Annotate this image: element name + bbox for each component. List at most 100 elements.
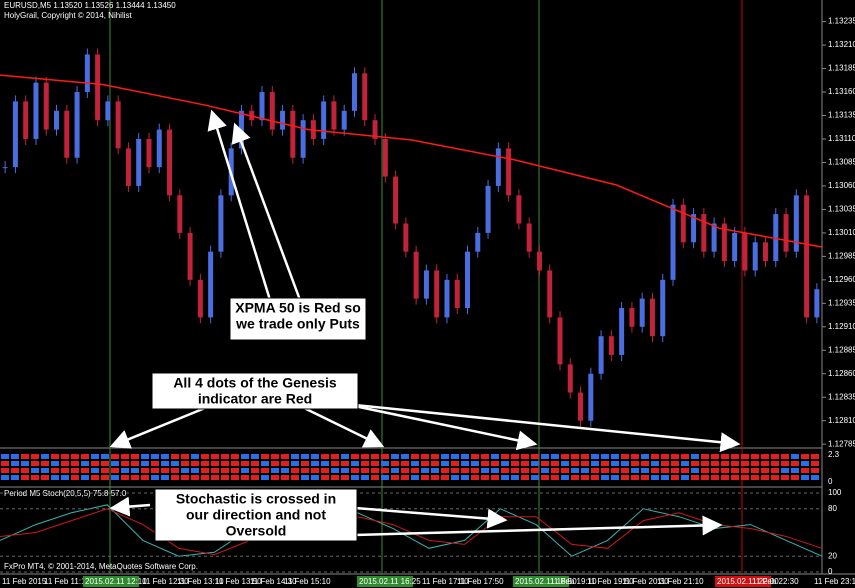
dot <box>811 475 819 480</box>
dot <box>471 461 479 466</box>
dot <box>11 468 19 473</box>
dot <box>681 475 689 480</box>
dot <box>571 454 579 459</box>
dot <box>101 475 109 480</box>
dot <box>601 461 609 466</box>
dot <box>61 475 69 480</box>
dot <box>421 475 429 480</box>
candle <box>608 336 614 355</box>
dot <box>521 468 529 473</box>
y-tick-label: 1.12985 <box>828 251 855 260</box>
dot <box>411 475 419 480</box>
candle <box>649 298 655 337</box>
dot <box>71 454 79 459</box>
candle <box>177 195 183 233</box>
dot <box>391 461 399 466</box>
candle <box>43 82 49 130</box>
dot <box>631 468 639 473</box>
dot <box>251 461 259 466</box>
candle <box>218 195 224 252</box>
candle <box>547 270 553 318</box>
dot <box>701 468 709 473</box>
dot <box>751 461 759 466</box>
dot <box>461 461 469 466</box>
candle <box>701 214 707 252</box>
dot <box>431 454 439 459</box>
dot <box>251 468 259 473</box>
dot <box>801 454 809 459</box>
annotation-box <box>154 488 358 542</box>
dot <box>481 475 489 480</box>
candle <box>783 214 789 252</box>
dot <box>41 461 49 466</box>
dot <box>491 475 499 480</box>
candle <box>495 148 501 186</box>
candle <box>259 92 265 121</box>
dot <box>451 468 459 473</box>
dot <box>731 468 739 473</box>
candle <box>680 204 686 243</box>
arrow <box>231 122 302 301</box>
dot <box>21 461 29 466</box>
dot <box>351 454 359 459</box>
dot <box>51 468 59 473</box>
arrow <box>354 506 508 529</box>
candle <box>732 232 738 262</box>
dot <box>501 468 509 473</box>
dot <box>191 454 199 459</box>
y-tick-label: 0 <box>828 477 833 486</box>
dot <box>31 468 39 473</box>
candle <box>444 279 450 318</box>
dot <box>551 468 559 473</box>
candle <box>423 270 429 299</box>
dot <box>521 454 529 459</box>
dot <box>271 475 279 480</box>
dot <box>181 461 189 466</box>
candle <box>23 101 29 139</box>
candle <box>372 120 378 139</box>
arrow <box>109 404 211 449</box>
annotation-text: Stochastic is crossed in <box>176 491 336 507</box>
dot <box>51 475 59 480</box>
dot <box>631 475 639 480</box>
dot <box>271 454 279 459</box>
candle <box>269 92 275 130</box>
dot <box>161 468 169 473</box>
dot <box>11 475 19 480</box>
dot <box>751 468 759 473</box>
dot <box>441 475 449 480</box>
time-label: 11 Feb 13:10 <box>177 577 224 586</box>
dot <box>231 475 239 480</box>
dot <box>171 468 179 473</box>
dot <box>231 461 239 466</box>
dot <box>611 468 619 473</box>
dot <box>801 461 809 466</box>
dot <box>331 461 339 466</box>
candle <box>156 129 162 168</box>
dot <box>151 454 159 459</box>
dot <box>741 461 749 466</box>
candle <box>382 138 388 177</box>
dot <box>91 468 99 473</box>
dot <box>791 454 799 459</box>
dot <box>461 454 469 459</box>
dot <box>401 461 409 466</box>
dot <box>551 461 559 466</box>
y-tick-label: 100 <box>828 488 842 497</box>
dot <box>201 461 209 466</box>
dot <box>261 468 269 473</box>
dot <box>381 475 389 480</box>
dot <box>661 468 669 473</box>
dot <box>281 475 289 480</box>
stoch-line <box>0 504 823 557</box>
candle <box>536 251 542 271</box>
dot <box>461 468 469 473</box>
candle <box>793 195 799 252</box>
dot <box>71 475 79 480</box>
dot <box>411 461 419 466</box>
dot <box>51 454 59 459</box>
dot <box>621 468 629 473</box>
dot <box>381 468 389 473</box>
time-highlight <box>715 576 771 587</box>
candle <box>280 110 286 130</box>
